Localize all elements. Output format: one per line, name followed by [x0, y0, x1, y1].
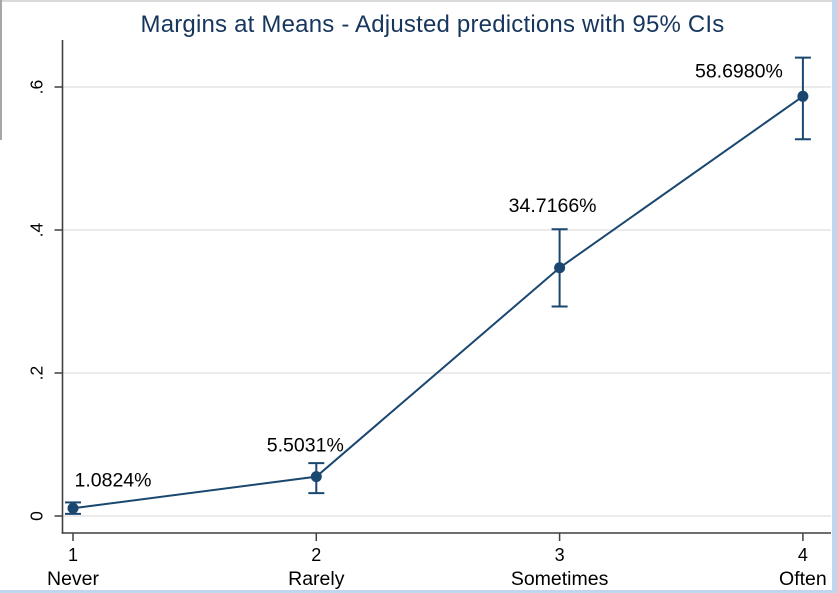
x-category-label: Often	[779, 568, 827, 590]
x-category-label: Rarely	[288, 568, 345, 590]
x-category-label: Never	[47, 568, 100, 590]
data-point-label: 58.6980%	[695, 60, 783, 82]
data-point-marker	[797, 90, 809, 102]
window-edge-bottom	[0, 590, 837, 593]
window-edge-right	[832, 0, 837, 593]
window-edge-left	[0, 0, 2, 140]
data-point-marker	[67, 502, 79, 514]
y-tick-label: .4	[27, 222, 47, 237]
window-edge-top	[0, 0, 837, 2]
y-tick-label: .2	[27, 366, 47, 381]
data-point-label: 1.0824%	[75, 469, 152, 491]
chart-title: Margins at Means - Adjusted predictions …	[140, 11, 725, 38]
x-tick-label: 4	[798, 545, 808, 565]
data-point-marker	[554, 262, 566, 274]
data-point-label: 5.5031%	[267, 435, 344, 457]
data-point-label: 34.7166%	[509, 195, 597, 217]
x-tick-label: 3	[555, 545, 565, 565]
x-category-label: Sometimes	[511, 568, 609, 590]
x-tick-label: 2	[311, 545, 321, 565]
data-point-marker	[310, 471, 322, 483]
y-tick-label: 0	[27, 511, 47, 521]
x-tick-label: 1	[68, 545, 78, 565]
y-tick-label: .6	[27, 80, 47, 95]
series-line	[72, 95, 804, 510]
